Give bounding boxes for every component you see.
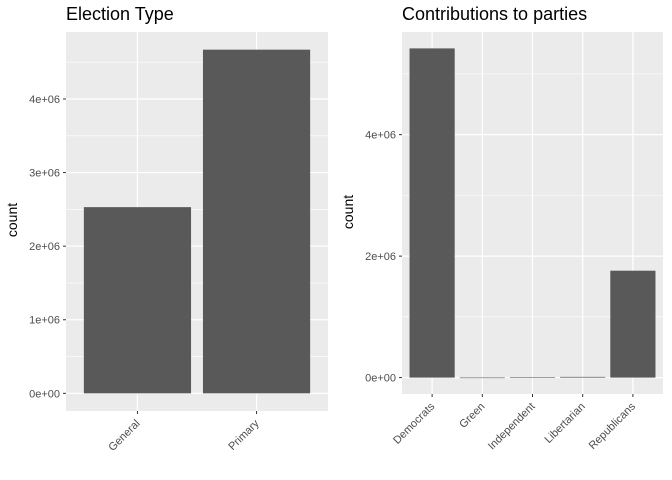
x-tick-label: Primary xyxy=(226,417,262,453)
y-tick-label: 4e+06 xyxy=(29,94,60,106)
x-tick-label: Democrats xyxy=(391,400,437,446)
y-tick-label: 2e+06 xyxy=(29,241,60,253)
plot-panel: 0e+00 2e+06 4e+06 Democrats GreenIndependent… xyxy=(365,32,663,452)
bar-libertarian xyxy=(560,376,606,378)
bar-republicans xyxy=(610,270,656,378)
bar-democrats xyxy=(409,48,455,378)
chart-title: Election Type xyxy=(66,4,174,24)
y-axis-title: count xyxy=(340,195,356,229)
chart-contributions-to-parties: Contributions to parties count 0e+00 2e+0… xyxy=(340,4,663,452)
y-tick-label: 0e+00 xyxy=(29,388,60,400)
x-tick-label: Green xyxy=(457,401,487,431)
plot-panel: 0e+00 1e+06 2e+06 3e+06 4e+06 General Primary xyxy=(29,32,328,454)
x-tick-label: Independent xyxy=(486,401,538,453)
x-tick-label: Republicans xyxy=(587,400,639,452)
y-tick-label: 1e+06 xyxy=(29,315,60,327)
bar-green xyxy=(459,377,505,379)
chart-title: Contributions to parties xyxy=(402,4,587,24)
y-axis-title: count xyxy=(4,203,20,237)
y-tick-label: 2e+06 xyxy=(365,251,396,263)
y-tick-label: 3e+06 xyxy=(29,168,60,180)
x-tick-label: Libertarian xyxy=(543,401,588,446)
bar-independent xyxy=(509,377,556,379)
x-tick-label: General xyxy=(106,418,142,454)
bar-primary xyxy=(202,49,311,394)
y-tick-label: 4e+06 xyxy=(365,130,396,142)
y-tick-label: 0e+00 xyxy=(365,373,396,385)
bar-general xyxy=(83,207,192,394)
chart-election-type: Election Type count 0e+00 1e+06 2e+06 3e+06… xyxy=(4,4,328,454)
